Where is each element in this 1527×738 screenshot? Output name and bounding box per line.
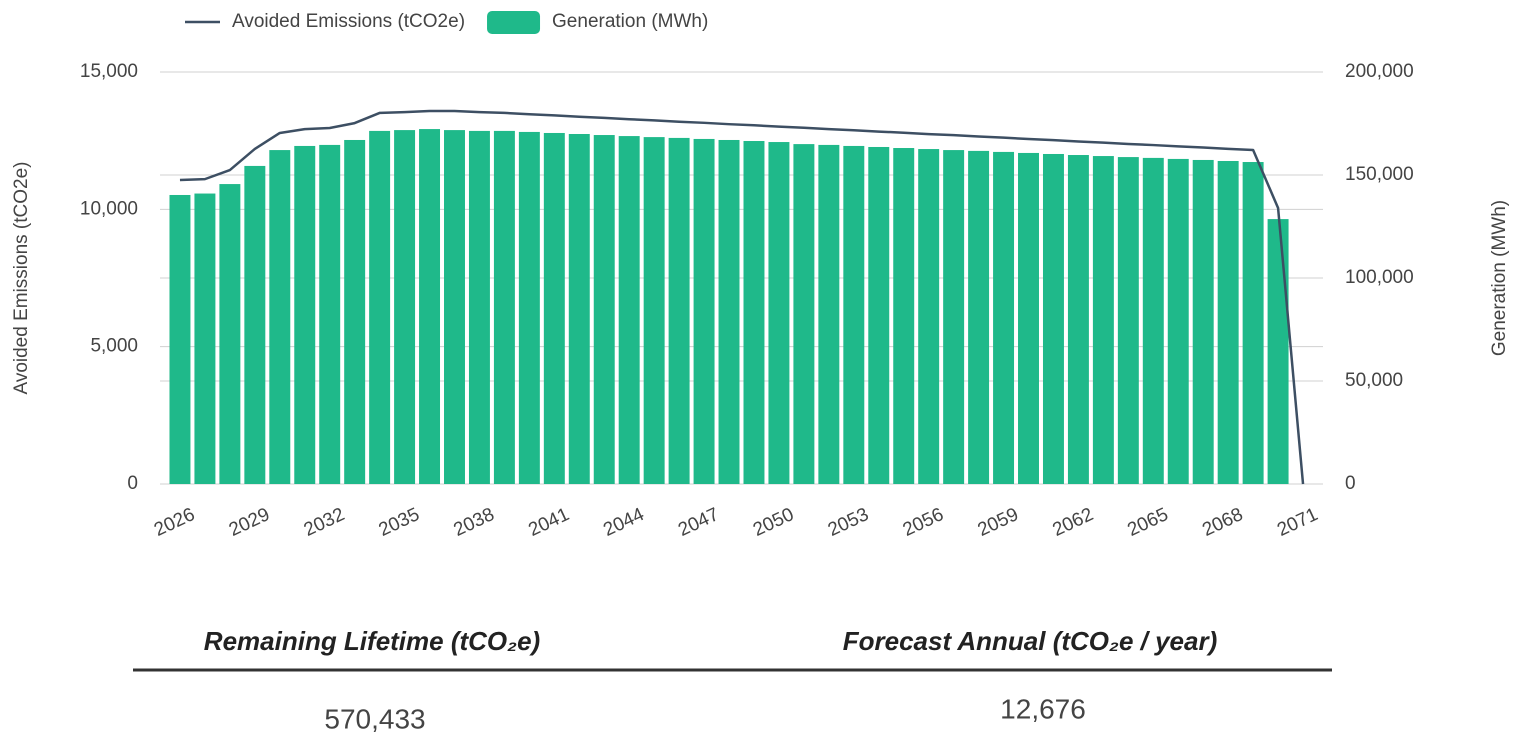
bar xyxy=(968,150,990,484)
bar xyxy=(1217,160,1239,484)
bar xyxy=(294,145,316,485)
x-tick-label: 2056 xyxy=(900,504,947,541)
x-tick-label: 2062 xyxy=(1049,504,1096,541)
x-tick-label: 2038 xyxy=(450,504,497,541)
bar xyxy=(943,150,965,484)
bar xyxy=(868,146,890,484)
line xyxy=(179,109,1305,485)
bar xyxy=(668,137,690,485)
bar xyxy=(593,135,615,484)
x-tick-label: 2068 xyxy=(1199,504,1246,541)
x-tick-label: 2035 xyxy=(376,504,423,541)
x-tick-label: 2053 xyxy=(825,504,872,541)
y-tick-label: 10,000 xyxy=(80,198,138,219)
bar xyxy=(793,144,815,484)
bar xyxy=(1167,158,1189,484)
y2-tick-label: 150,000 xyxy=(1345,164,1414,185)
bar xyxy=(543,132,565,484)
bar xyxy=(1067,155,1089,484)
bar xyxy=(344,139,366,485)
bar xyxy=(219,184,241,484)
bar xyxy=(918,149,940,484)
x-tick-label: 2050 xyxy=(750,504,797,541)
bar xyxy=(468,130,490,484)
bar xyxy=(319,144,341,484)
x-tick-label: 2032 xyxy=(301,504,348,541)
bar xyxy=(568,134,590,485)
bar xyxy=(843,145,865,485)
bar xyxy=(394,130,416,485)
y2-tick-label: 100,000 xyxy=(1345,267,1414,288)
bar xyxy=(743,141,765,484)
stat-label: Remaining Lifetime (tCO₂e) xyxy=(204,626,540,656)
bar xyxy=(818,144,840,484)
bar xyxy=(1242,162,1264,484)
x-tick-label: 2065 xyxy=(1124,504,1171,541)
bar xyxy=(718,139,740,485)
bar xyxy=(993,151,1015,485)
bar xyxy=(1142,157,1164,485)
y-axis-title: Avoided Emissions (tCO2e) xyxy=(11,161,32,394)
y2-tick-label: 200,000 xyxy=(1345,61,1414,82)
stat-label: Forecast Annual (tCO₂e / year) xyxy=(843,626,1218,656)
bar xyxy=(618,136,640,485)
bar xyxy=(1267,219,1289,485)
bar xyxy=(1117,157,1139,484)
x-tick-label: 2044 xyxy=(600,504,648,541)
x-tick-label: 2047 xyxy=(675,504,722,541)
stat-value: 12,676 xyxy=(1000,693,1086,724)
y2-tick-label: 50,000 xyxy=(1345,370,1403,391)
bar xyxy=(269,150,291,484)
y-tick-label: 5,000 xyxy=(90,336,138,357)
bar xyxy=(643,137,665,484)
bar xyxy=(493,130,515,484)
y2-axis-title: Generation (MWh) xyxy=(1489,200,1510,356)
y-tick-label: 15,000 xyxy=(80,61,138,82)
bar xyxy=(518,131,540,485)
x-tick-label: 2029 xyxy=(226,504,273,541)
x-tick-label: 2041 xyxy=(525,504,572,541)
bar xyxy=(169,194,191,484)
bar xyxy=(768,142,790,485)
bar xyxy=(1018,152,1039,484)
bar xyxy=(1042,153,1064,484)
bar xyxy=(893,148,915,484)
legend-label: Avoided Emissions (tCO2e) xyxy=(232,11,465,32)
stat-value: 570,433 xyxy=(324,703,425,734)
y2-tick-label: 0 xyxy=(1345,473,1356,494)
legend-swatch xyxy=(487,11,541,34)
bar xyxy=(1092,156,1114,484)
legend-label: Generation (MWh) xyxy=(552,11,708,32)
bar xyxy=(444,130,465,485)
bar xyxy=(244,165,266,484)
x-tick-label: 2059 xyxy=(975,504,1022,541)
bar xyxy=(693,138,715,484)
x-tick-label: 2026 xyxy=(151,504,198,541)
x-tick-label: 2071 xyxy=(1274,504,1321,541)
bar xyxy=(419,129,441,484)
bar xyxy=(369,130,391,484)
y-tick-label: 0 xyxy=(127,473,138,494)
bar xyxy=(1192,159,1214,484)
bar xyxy=(194,193,216,485)
